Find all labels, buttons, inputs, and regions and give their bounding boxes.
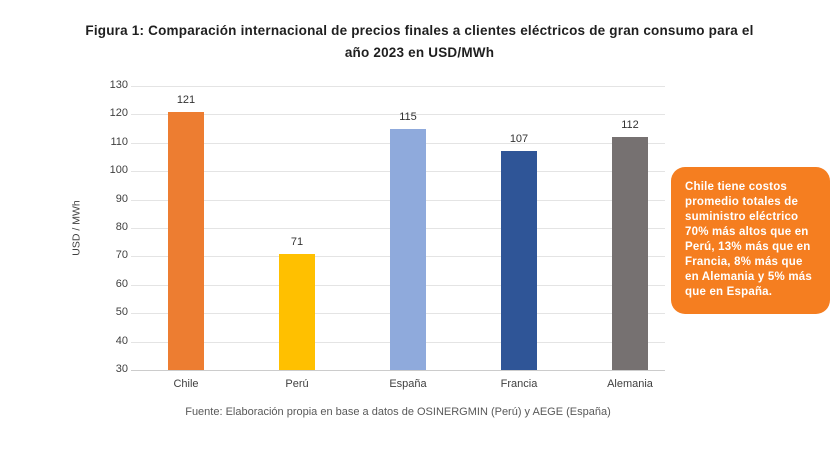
y-tick-label: 130	[109, 79, 128, 91]
gridline	[131, 114, 665, 116]
y-tick-label: 80	[115, 221, 128, 233]
bar-value-alemania: 112	[621, 119, 639, 132]
bar-value-peru: 71	[290, 235, 304, 248]
x-label-alemania: Alemania	[607, 378, 653, 390]
figure-title-line1: Figura 1: Comparación internacional de p…	[85, 23, 754, 38]
bar-espana	[390, 128, 426, 370]
figure-title-line2: año 2023 en USD/MWh	[344, 45, 495, 60]
y-tick-label: 70	[115, 249, 128, 262]
y-tick-label: 90	[115, 192, 128, 205]
bar-value-francia: 107	[509, 133, 529, 146]
bar-peru	[279, 253, 315, 370]
bar-francia	[501, 151, 537, 370]
x-label-peru: Perú	[285, 378, 309, 390]
y-tick-label: 110	[110, 135, 128, 148]
y-axis-ticks: 30 40 50 60 70 80 90 100 110 120 130	[90, 79, 128, 375]
y-tick-label: 30	[115, 363, 128, 375]
x-label-chile: Chile	[173, 378, 199, 390]
source-note: Fuente: Elaboración propia en base a dat…	[185, 406, 611, 418]
y-axis-title-text: USD / MWh	[71, 200, 84, 256]
bar-chile	[168, 111, 204, 370]
bar-value-espana: 115	[399, 110, 417, 123]
callout-text: Chile tiene costos promedio totales de s…	[685, 181, 812, 298]
y-tick-label: 40	[115, 334, 128, 347]
y-tick-label: 60	[115, 277, 128, 290]
x-label-francia: Francia	[500, 378, 538, 390]
y-axis-title: USD / MWh	[62, 86, 92, 370]
y-tick-label: 120	[109, 107, 128, 120]
gridline	[131, 370, 665, 371]
x-label-espana: España	[389, 378, 427, 390]
plot-area: 121 Chile 71 Perú 115 España 107 Francia 112 Alem…	[131, 86, 665, 390]
y-tick-label: 50	[115, 306, 128, 319]
bar-alemania	[612, 137, 648, 370]
callout-box: Chile tiene costos promedio totales de s…	[671, 167, 830, 314]
gridline	[131, 86, 665, 87]
y-tick-label: 100	[109, 164, 128, 177]
figure-title: Figura 1: Comparación internacional de p…	[0, 20, 839, 64]
bar-value-chile: 121	[176, 93, 196, 106]
